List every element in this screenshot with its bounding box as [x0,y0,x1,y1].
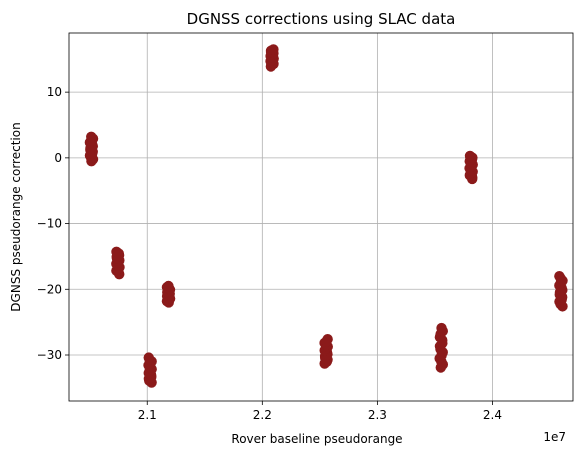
y-axis-label: DGNSS pseudorange correction [9,122,23,311]
chart-title: DGNSS corrections using SLAC data [187,10,456,28]
point-cluster [265,44,279,72]
y-tick-label: 0 [54,151,62,165]
point-cluster [319,334,333,369]
data-point [143,352,154,363]
x-axis-offset-label: 1e7 [543,430,566,444]
data-point [86,131,97,143]
plot-frame [68,32,574,402]
data-point [111,246,122,258]
point-cluster [464,150,478,185]
y-tick-label: 10 [47,85,62,99]
y-tick-label: −10 [37,217,62,231]
data-point [554,270,565,282]
y-tick-label: −20 [37,282,62,296]
point-cluster [554,270,568,312]
x-tick-label: 2.3 [368,408,387,422]
x-axis-label: Rover baseline pseudorange [231,432,402,446]
data-point [163,280,174,292]
x-tick-label: 2.1 [138,408,157,422]
x-tick-label: 2.2 [253,408,272,422]
data-point [268,44,279,55]
x-tick-label: 2.4 [483,408,502,422]
ticks-layer: 2.1 2.2 2.3 2.4 −30 −20 −10 0 10 [37,85,502,422]
points-layer [84,44,568,388]
y-tick-label: −30 [37,348,62,362]
point-cluster [84,131,99,167]
point-cluster [434,322,449,373]
point-cluster [143,352,157,388]
point-cluster [111,246,125,280]
data-point [322,334,333,345]
point-cluster [161,280,176,308]
data-point [464,150,476,162]
data-point [436,322,447,334]
